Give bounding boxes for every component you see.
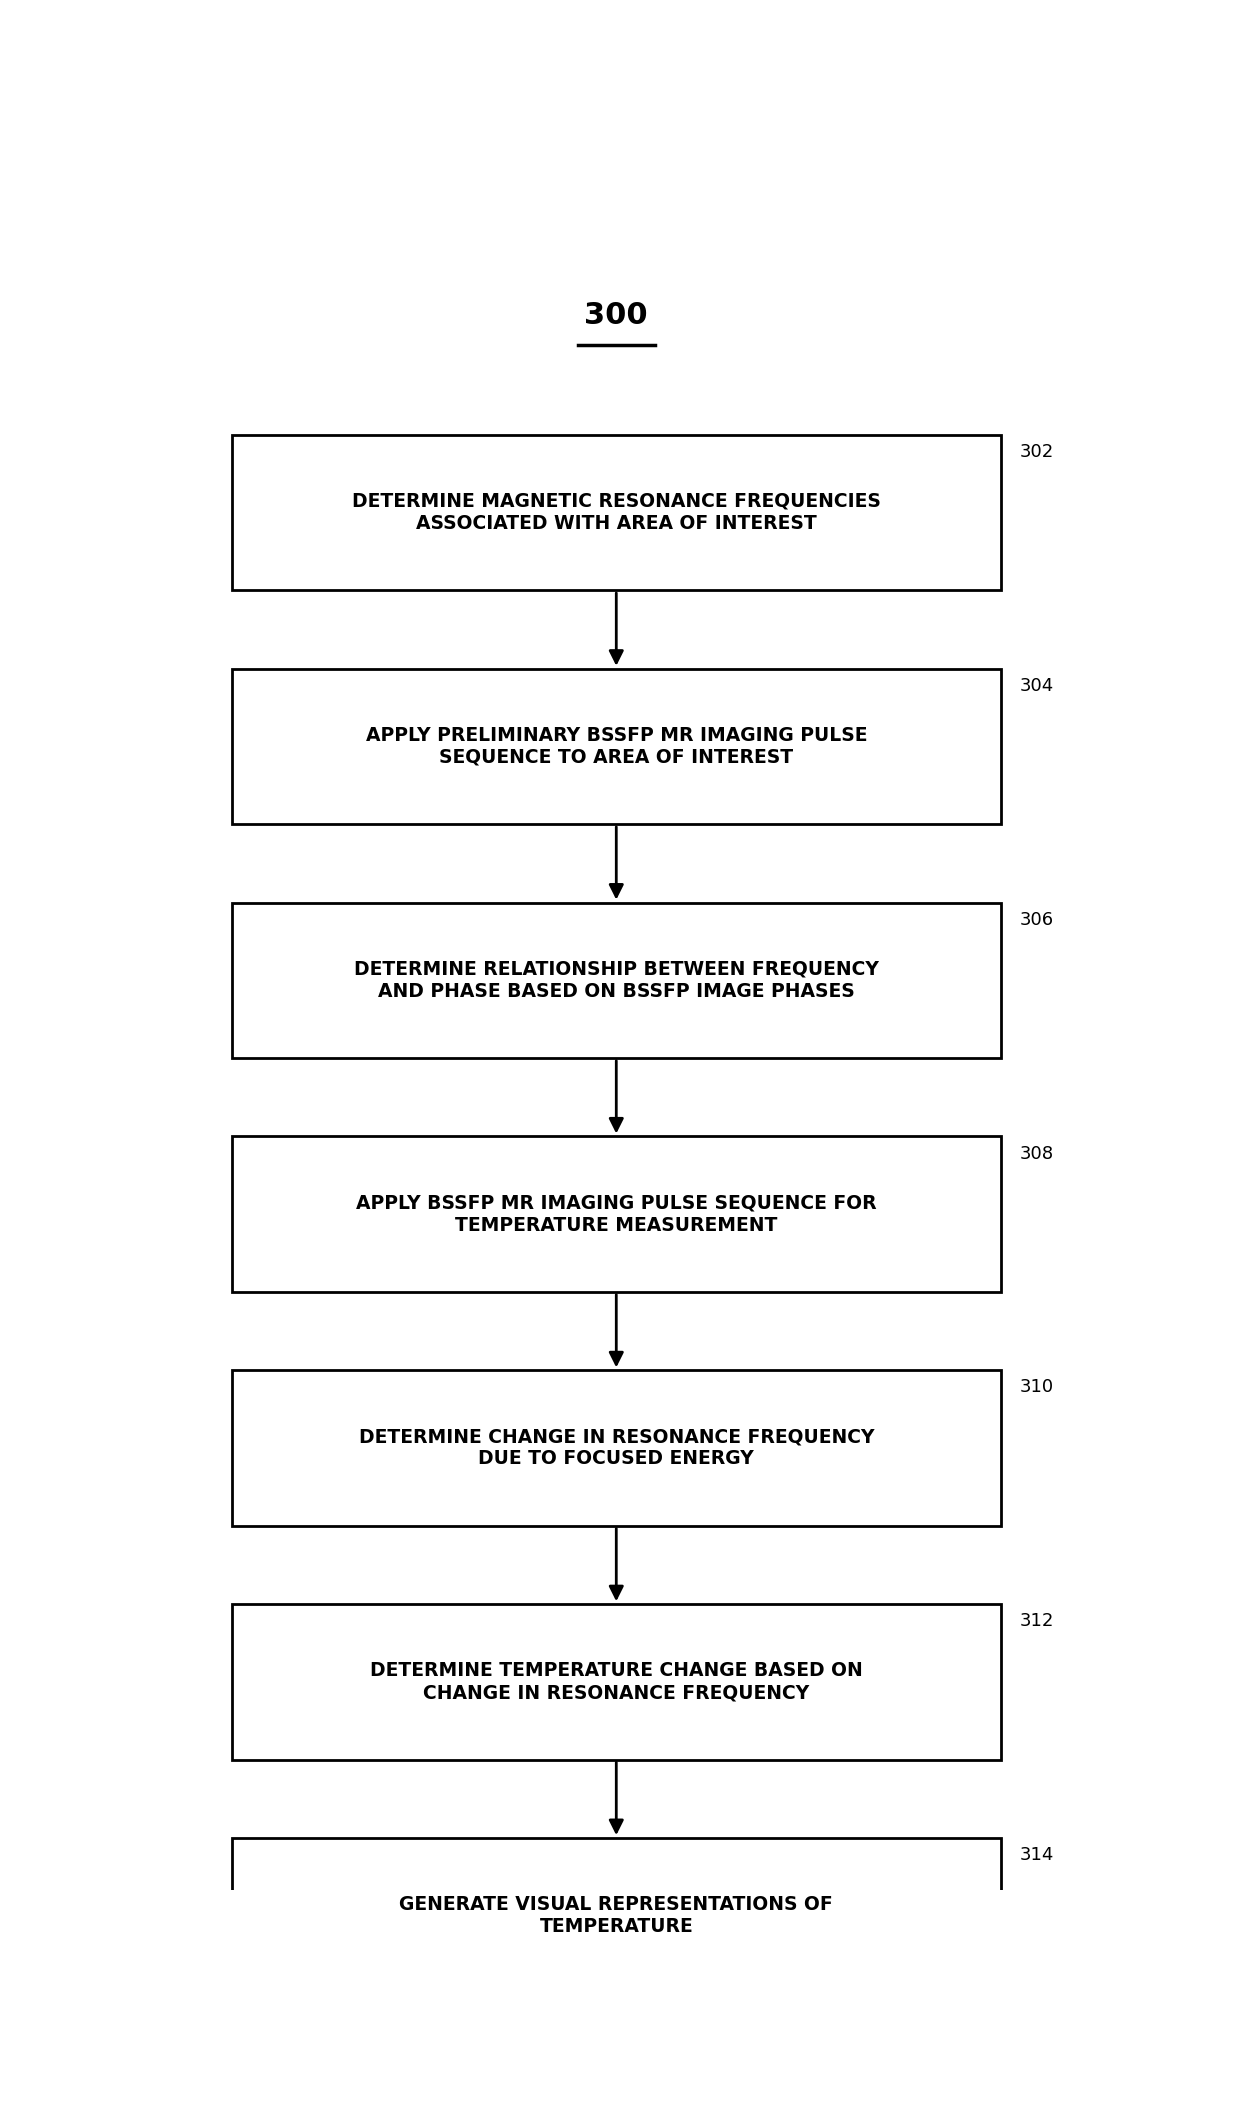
Text: GENERATE VISUAL REPRESENTATIONS OF
TEMPERATURE: GENERATE VISUAL REPRESENTATIONS OF TEMPE… [399, 1895, 833, 1937]
FancyBboxPatch shape [232, 435, 1001, 590]
Text: 310: 310 [1019, 1378, 1054, 1395]
Text: DETERMINE TEMPERATURE CHANGE BASED ON
CHANGE IN RESONANCE FREQUENCY: DETERMINE TEMPERATURE CHANGE BASED ON CH… [370, 1661, 863, 1701]
FancyBboxPatch shape [232, 903, 1001, 1058]
FancyBboxPatch shape [232, 1370, 1001, 1525]
Text: 300: 300 [584, 302, 649, 329]
Text: 306: 306 [1019, 911, 1054, 928]
Text: 308: 308 [1019, 1145, 1054, 1162]
Text: 302: 302 [1019, 444, 1054, 461]
Text: 304: 304 [1019, 678, 1054, 695]
Text: APPLY PRELIMINARY BSSFP MR IMAGING PULSE
SEQUENCE TO AREA OF INTEREST: APPLY PRELIMINARY BSSFP MR IMAGING PULSE… [366, 726, 867, 767]
Text: 312: 312 [1019, 1612, 1054, 1631]
Text: DETERMINE RELATIONSHIP BETWEEN FREQUENCY
AND PHASE BASED ON BSSFP IMAGE PHASES: DETERMINE RELATIONSHIP BETWEEN FREQUENCY… [353, 960, 879, 1000]
Text: DETERMINE CHANGE IN RESONANCE FREQUENCY
DUE TO FOCUSED ENERGY: DETERMINE CHANGE IN RESONANCE FREQUENCY … [358, 1427, 874, 1468]
FancyBboxPatch shape [232, 1837, 1001, 1994]
Text: APPLY BSSFP MR IMAGING PULSE SEQUENCE FOR
TEMPERATURE MEASUREMENT: APPLY BSSFP MR IMAGING PULSE SEQUENCE FO… [356, 1194, 877, 1234]
Text: DETERMINE MAGNETIC RESONANCE FREQUENCIES
ASSOCIATED WITH AREA OF INTEREST: DETERMINE MAGNETIC RESONANCE FREQUENCIES… [352, 493, 880, 533]
Text: 314: 314 [1019, 1846, 1054, 1865]
FancyBboxPatch shape [232, 669, 1001, 824]
FancyBboxPatch shape [232, 1136, 1001, 1291]
FancyBboxPatch shape [232, 1604, 1001, 1759]
